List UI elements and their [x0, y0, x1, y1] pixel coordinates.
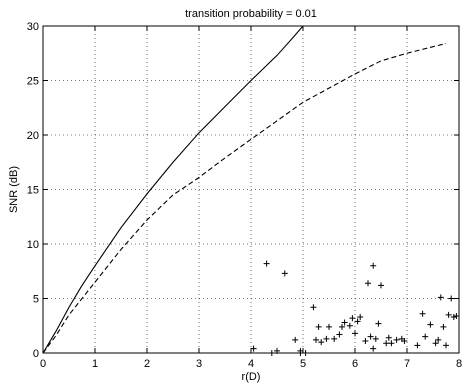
data-point-marker	[432, 340, 439, 347]
data-point-marker	[427, 321, 434, 328]
x-tick-label: 5	[300, 358, 306, 370]
scatter-series	[250, 260, 460, 356]
x-axis-label: r(D)	[242, 371, 261, 383]
data-point-marker	[401, 338, 408, 345]
data-point-marker	[263, 260, 270, 267]
data-point-marker	[437, 294, 444, 301]
data-point-marker	[352, 330, 358, 337]
y-tick-label: 30	[27, 21, 39, 33]
data-point-marker	[362, 338, 369, 345]
data-point-marker	[339, 323, 345, 330]
data-point-marker	[349, 315, 356, 322]
data-point-marker	[331, 335, 338, 342]
y-tick-label: 25	[27, 76, 39, 88]
data-point-marker	[414, 342, 421, 349]
dashed-series-line	[42, 42, 447, 354]
data-point-marker	[357, 314, 364, 321]
data-point-marker	[393, 336, 400, 343]
data-point-marker	[326, 323, 332, 330]
data-point-marker	[422, 333, 429, 340]
x-tick-label: 0	[40, 358, 46, 370]
data-point-marker	[315, 323, 322, 330]
tick-layer: 0 1 2 3 4 5 6 7 8 0 5 10 15 20 25 30	[27, 21, 462, 370]
data-point-marker	[372, 335, 379, 342]
x-tick-label: 7	[404, 358, 410, 370]
data-point-marker	[419, 310, 426, 317]
data-point-marker	[341, 319, 348, 326]
chart-title: transition probability = 0.01	[185, 8, 317, 20]
data-point-marker	[318, 339, 325, 346]
data-point-marker	[445, 311, 452, 318]
data-point-marker	[370, 345, 377, 352]
x-tick-label: 4	[248, 358, 254, 370]
y-tick-label: 15	[27, 185, 39, 197]
data-point-marker	[378, 282, 384, 289]
data-point-marker	[310, 304, 317, 311]
data-point-marker	[281, 270, 288, 277]
data-point-marker	[336, 331, 343, 338]
x-tick-label: 1	[92, 358, 98, 370]
y-tick-label: 20	[27, 130, 39, 142]
data-point-marker	[354, 318, 361, 325]
data-point-marker	[435, 336, 442, 343]
data-point-marker	[323, 335, 330, 342]
data-point-marker	[443, 342, 449, 349]
data-point-marker	[388, 340, 395, 347]
data-point-marker	[313, 336, 319, 343]
y-axis-label: SNR (dB)	[8, 166, 20, 213]
solid-series-line	[42, 25, 304, 354]
x-tick-label: 3	[196, 358, 202, 370]
data-point-marker	[292, 336, 299, 343]
x-tick-label: 8	[456, 358, 462, 370]
data-point-marker	[453, 312, 460, 319]
x-tick-label: 2	[144, 358, 150, 370]
data-point-marker	[365, 280, 371, 287]
data-point-marker	[383, 340, 390, 347]
data-point-marker	[440, 323, 447, 330]
data-point-marker	[375, 320, 382, 327]
data-point-marker	[450, 314, 457, 321]
data-point-marker	[448, 295, 455, 302]
y-tick-label: 5	[33, 294, 39, 306]
x-tick-label: 6	[352, 358, 358, 370]
series-layer	[42, 25, 460, 356]
data-point-marker	[370, 262, 377, 269]
y-tick-label: 0	[33, 348, 39, 360]
data-point-marker	[250, 345, 257, 352]
data-point-marker	[385, 334, 392, 341]
y-tick-label: 10	[27, 239, 39, 251]
data-point-marker	[346, 322, 353, 329]
data-point-marker	[367, 333, 374, 340]
